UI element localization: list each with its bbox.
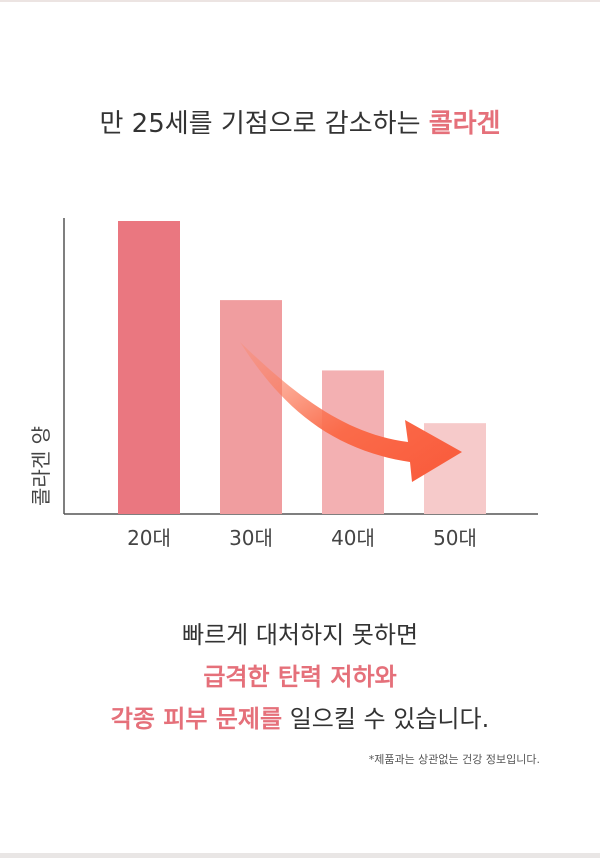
headline-text: 만 25세를 기점으로 감소하는 — [99, 109, 429, 139]
message-line-2: 급격한 탄력 저하와 — [203, 663, 397, 691]
top-divider — [0, 0, 600, 2]
bar-20대 — [118, 221, 180, 514]
decline-arrow-icon — [240, 342, 462, 482]
headline: 만 25세를 기점으로 감소하는 콜라겐 — [0, 104, 600, 144]
x-tick-label: 20대 — [127, 526, 171, 550]
x-tick-label: 40대 — [331, 526, 375, 550]
x-tick-label: 50대 — [433, 526, 477, 550]
message-line-3: 각종 피부 문제를 일으킬 수 있습니다. — [0, 702, 600, 736]
bar-30대 — [220, 300, 282, 514]
bottom-divider — [0, 853, 600, 858]
message-line-3-rest: 일으킬 수 있습니다. — [282, 705, 490, 733]
message-line-1: 빠르게 대처하지 못하면 — [181, 621, 419, 649]
collagen-bar-chart: 20대 30대 40대 50대 콜라겐 양 — [29, 218, 538, 550]
x-tick-label: 30대 — [229, 526, 273, 550]
footnote: *제품과는 상관없는 건강 정보입니다. — [368, 753, 540, 766]
y-axis-label: 콜라겐 양 — [29, 426, 53, 506]
headline-accent: 콜라겐 — [428, 109, 501, 139]
message-line-3-accent: 각종 피부 문제를 — [110, 705, 283, 733]
